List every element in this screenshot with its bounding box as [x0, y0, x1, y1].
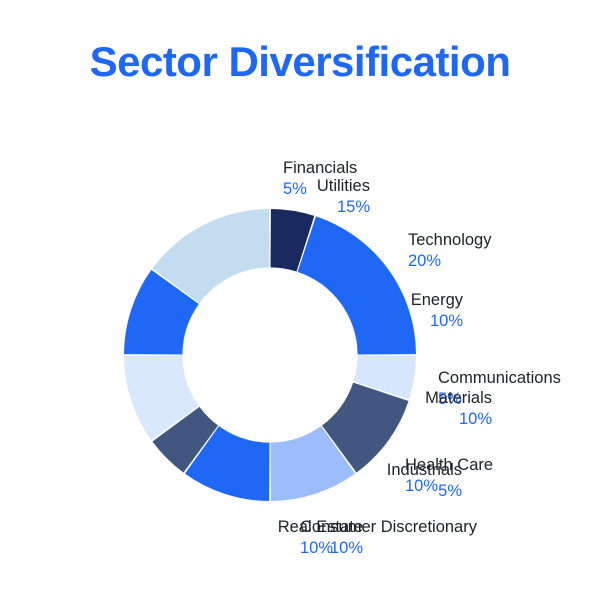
donut-label: Technology 20% [408, 230, 491, 272]
donut-slice[interactable]: Health Care 10% [321, 382, 409, 473]
donut-chart-svg: Financials 5%Technology 20%Communication… [124, 209, 416, 501]
donut-slice[interactable]: Real Estate 10% [184, 426, 270, 501]
donut-label-percent: 10% [429, 312, 463, 331]
donut-label: Consumer Discretionary 10% [300, 517, 477, 559]
donut-label: Industrials 5% [387, 460, 462, 502]
donut-label: Financials 5% [283, 158, 357, 200]
donut-label-name: Communications [438, 369, 561, 387]
donut-label-percent: 10% [300, 539, 334, 558]
donut-label-name: Consumer Discretionary [300, 518, 477, 536]
donut-label-name: Materials [425, 389, 492, 407]
donut-label-percent: 20% [408, 252, 442, 271]
donut-label: Communications 5% [438, 368, 561, 410]
donut-label: Utilities 15% [317, 176, 370, 218]
donut-slice[interactable]: Consumer Discretionary 10% [270, 426, 356, 501]
page-title: Sector Diversification [89, 38, 511, 85]
donut-label: Materials 10% [425, 388, 492, 430]
donut-chart: Financials 5%Technology 20%Communication… [120, 205, 420, 505]
donut-label-percent: 10% [329, 539, 363, 558]
donut-slice[interactable]: Industrials 5% [152, 406, 219, 473]
donut-label: Energy 10% [411, 290, 463, 332]
donut-label-percent: 10% [405, 477, 439, 496]
donut-label-name: Energy [410, 291, 463, 309]
donut-label-name: Real Estate [277, 518, 363, 536]
donut-slice[interactable]: Technology 20% [297, 216, 416, 355]
donut-label-percent: 10% [458, 410, 492, 429]
donut-label-name: Industrials [386, 461, 462, 479]
donut-label-percent: 5% [438, 482, 462, 501]
donut-label-name: Health Care [405, 456, 494, 474]
donut-label-percent: 5% [438, 390, 462, 409]
donut-slice[interactable]: Energy 10% [124, 269, 199, 355]
donut-label-name: Financials [283, 159, 358, 177]
donut-label-percent: 5% [283, 180, 307, 199]
donut-slice[interactable]: Financials 5% [270, 209, 315, 272]
donut-slice[interactable]: Utilities 15% [152, 209, 270, 304]
donut-label-percent: 15% [336, 198, 370, 217]
donut-label-name: Utilities [316, 177, 370, 195]
donut-label: Health Care 10% [405, 455, 493, 497]
donut-label-name: Technology [408, 231, 492, 249]
donut-slice[interactable]: Materials 10% [124, 355, 199, 441]
donut-label: Real Estate 10% [278, 517, 363, 559]
donut-slice[interactable]: Communications 5% [353, 355, 416, 400]
donut-slices: Financials 5%Technology 20%Communication… [124, 209, 416, 501]
